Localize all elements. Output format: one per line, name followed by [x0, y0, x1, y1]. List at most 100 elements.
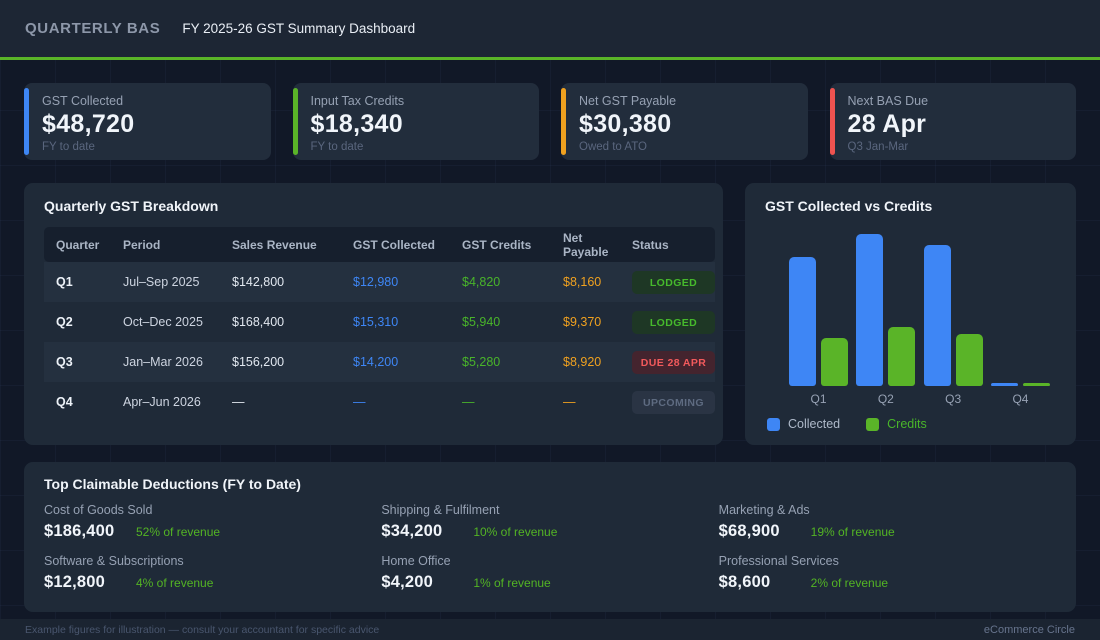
col-header-gst-credits: GST Credits	[458, 227, 559, 262]
bar-chart-plot	[765, 224, 1056, 386]
chart-legend: Collected Credits	[765, 417, 1056, 431]
deduction-label: Professional Services	[718, 554, 839, 568]
deduction-percent: 2% of revenue	[810, 576, 889, 590]
deductions-grid: Cost of Goods Sold $186,400 52% of revenu…	[44, 503, 1056, 592]
deductions-title: Top Claimable Deductions (FY to Date)	[44, 476, 301, 492]
deductions-panel: Top Claimable Deductions (FY to Date) Co…	[24, 462, 1076, 612]
bar-q3-credits	[955, 334, 983, 386]
kpi-accent-bar	[561, 88, 566, 155]
bar-group-q4	[990, 383, 1050, 386]
col-header-sales-revenue: Sales Revenue	[228, 227, 349, 262]
kpi-subtext: Owed to ATO	[579, 141, 647, 153]
deduction-item: Marketing & Ads $68,900 19% of revenue	[719, 503, 1056, 541]
deduction-value: $186,400	[44, 522, 115, 540]
x-axis-label-q2: Q2	[877, 392, 894, 406]
deduction-item: Cost of Goods Sold $186,400 52% of revenu…	[44, 503, 381, 541]
page-title: FY 2025-26 GST Summary Dashboard	[182, 21, 416, 36]
cell-quarter: Q2	[56, 315, 73, 329]
cell-sales-revenue: $168,400	[232, 315, 285, 329]
kpi-accent-bar	[829, 88, 835, 155]
deduction-value: $34,200	[381, 522, 443, 540]
col-header-status: Status	[628, 227, 715, 262]
deduction-percent: 4% of revenue	[136, 576, 214, 590]
kpi-label: Next BAS Due	[847, 94, 929, 108]
cell-net-payable: $8,160	[563, 275, 602, 289]
status-badge: UPCOMING	[632, 390, 715, 414]
legend-item-collected: Collected	[767, 417, 840, 431]
table-panel-title: Quarterly GST Breakdown	[44, 198, 219, 214]
table-row: Q4 Apr–Jun 2026 — — — — UPCOMING	[44, 382, 715, 422]
kpi-value: $30,380	[579, 110, 672, 138]
deduction-label: Cost of Goods Sold	[44, 503, 153, 517]
kpi-card-gst-collected: GST Collected $48,720 FY to date	[24, 83, 271, 160]
bar-q4-collected	[990, 383, 1018, 386]
cell-gst-credits: $4,820	[462, 275, 501, 289]
deduction-item: Home Office $4,200 1% of revenue	[381, 554, 718, 592]
cell-quarter: Q1	[56, 275, 73, 289]
kpi-card-net-gst-payable: Net GST Payable $30,380 Owed to ATO	[561, 83, 808, 160]
kpi-value: $18,340	[310, 110, 403, 138]
col-header-period: Period	[119, 227, 228, 262]
kpi-value: 28 Apr	[847, 110, 927, 138]
kpi-label: Input Tax Credits	[310, 94, 405, 108]
cell-gst-credits: $5,280	[462, 355, 501, 369]
table-row: Q3 Jan–Mar 2026 $156,200 $14,200 $5,280 …	[44, 342, 715, 382]
cell-net-payable: $8,920	[563, 355, 602, 369]
legend-label: Collected	[788, 417, 841, 431]
cell-gst-collected: —	[353, 395, 366, 409]
cell-net-payable: —	[563, 395, 576, 409]
dashboard-content: GST Collected $48,720 FY to date Input T…	[0, 60, 1100, 619]
cell-net-payable: $9,370	[563, 315, 602, 329]
kpi-row: GST Collected $48,720 FY to date Input T…	[24, 83, 1076, 160]
kpi-label: Net GST Payable	[579, 94, 677, 108]
deduction-label: Marketing & Ads	[718, 503, 810, 517]
kpi-accent-bar	[292, 88, 298, 155]
bar-q3-collected	[923, 245, 951, 386]
kpi-card-input-tax-credits: Input Tax Credits $18,340 FY to date	[292, 83, 539, 160]
deduction-percent: 10% of revenue	[473, 525, 558, 539]
table-row: Q2 Oct–Dec 2025 $168,400 $15,310 $5,940 …	[44, 302, 715, 342]
main-row: Quarterly GST Breakdown Quarter Period S…	[24, 183, 1076, 445]
accent-divider	[0, 57, 1100, 60]
gst-chart-panel: GST Collected vs Credits Q1 Q2 Q3 Q4 Collec…	[745, 183, 1076, 445]
cell-period: Jul–Sep 2025	[123, 275, 200, 289]
col-header-gst-collected: GST Collected	[349, 227, 458, 262]
kpi-subtext: Q3 Jan-Mar	[847, 141, 909, 153]
x-axis-label-q3: Q3	[945, 392, 962, 406]
bar-q2-credits	[888, 327, 916, 386]
deduction-value: $8,600	[718, 573, 771, 591]
x-axis-label-q1: Q1	[810, 392, 827, 406]
quarterly-breakdown-panel: Quarterly GST Breakdown Quarter Period S…	[24, 183, 723, 445]
kpi-subtext: FY to date	[310, 141, 364, 153]
deduction-item: Shipping & Fulfilment $34,200 10% of reve…	[381, 503, 718, 541]
cell-gst-credits: —	[462, 395, 475, 409]
deduction-item: Professional Services $8,600 2% of revenu…	[719, 554, 1056, 592]
deduction-value: $4,200	[381, 573, 433, 591]
kpi-card-next-bas-due: Next BAS Due 28 Apr Q3 Jan-Mar	[829, 83, 1076, 160]
bar-q4-credits	[1022, 383, 1050, 386]
deduction-value: $68,900	[718, 522, 780, 540]
table-row: Q1 Jul–Sep 2025 $142,800 $12,980 $4,820 …	[44, 262, 715, 302]
kpi-value: $48,720	[42, 110, 135, 138]
table-header-row: Quarter Period Sales Revenue GST Collect…	[44, 227, 715, 262]
status-badge: LODGED	[632, 270, 715, 294]
deduction-percent: 52% of revenue	[136, 525, 221, 539]
cell-gst-collected: $15,310	[353, 315, 399, 329]
cell-quarter: Q4	[56, 395, 73, 409]
cell-period: Oct–Dec 2025	[123, 315, 203, 329]
cell-sales-revenue: $142,800	[232, 275, 285, 289]
col-header-net-payable: Net Payable	[559, 227, 628, 262]
cell-quarter: Q3	[56, 355, 73, 369]
cell-period: Jan–Mar 2026	[123, 355, 203, 369]
deduction-label: Software & Subscriptions	[44, 554, 184, 568]
top-bar: QUARTERLY BAS FY 2025-26 GST Summary Das…	[0, 0, 1100, 57]
deduction-percent: 1% of revenue	[473, 576, 551, 590]
footer-brand: eCommerce Circle	[983, 623, 1075, 636]
chart-x-axis-labels: Q1 Q2 Q3 Q4	[765, 386, 1056, 406]
legend-swatch-credits	[866, 417, 880, 431]
legend-item-credits: Credits	[866, 417, 927, 431]
deduction-label: Home Office	[381, 554, 451, 568]
bar-group-q2	[856, 234, 916, 386]
col-header-quarter: Quarter	[44, 227, 119, 262]
kpi-accent-bar	[24, 88, 29, 155]
